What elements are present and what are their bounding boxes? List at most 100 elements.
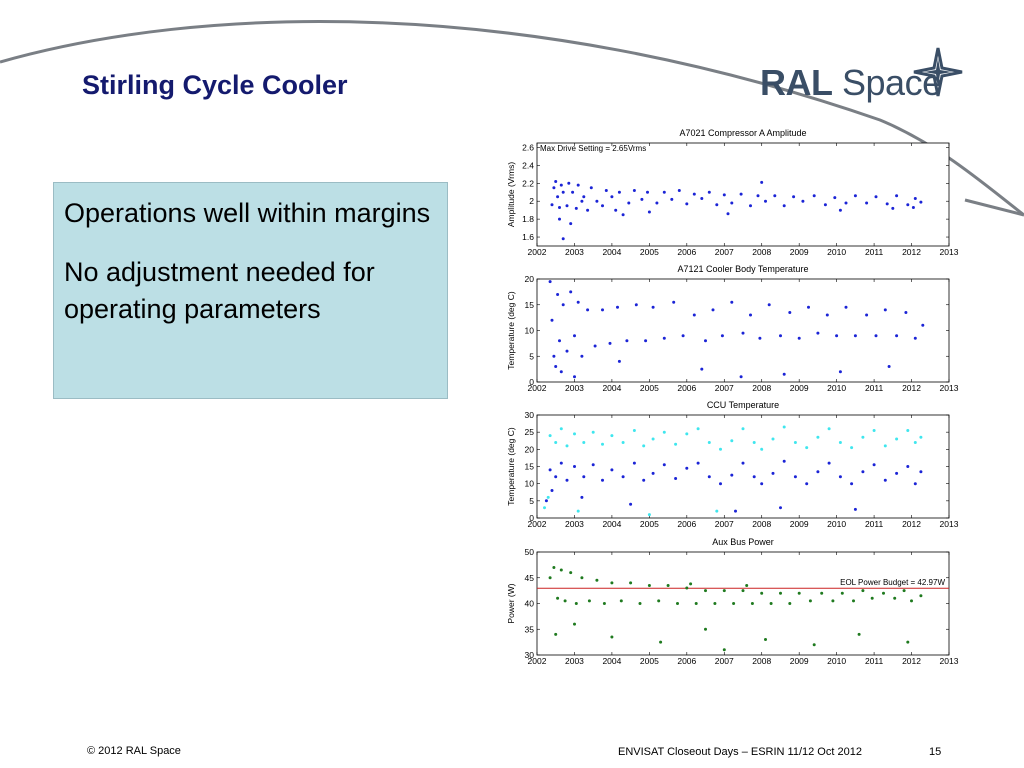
- data-point: [587, 599, 591, 603]
- data-point: [883, 478, 887, 482]
- page-number: 15: [929, 746, 942, 758]
- data-point: [895, 437, 899, 441]
- data-point: [593, 344, 597, 348]
- data-point: [569, 571, 573, 575]
- x-tick-label: 2004: [602, 383, 621, 393]
- chart-annotation: Max Drive Setting = 2.65Vrms: [540, 144, 646, 153]
- y-tick-label: 20: [525, 444, 535, 454]
- data-point: [707, 475, 711, 479]
- data-point: [651, 471, 655, 475]
- data-point: [895, 334, 899, 338]
- x-tick-label: 2010: [827, 656, 846, 666]
- data-point: [792, 195, 796, 199]
- x-tick-label: 2005: [640, 383, 659, 393]
- data-point: [857, 632, 861, 636]
- data-point: [556, 293, 560, 296]
- data-point: [741, 461, 745, 465]
- data-point: [694, 602, 698, 605]
- data-point: [662, 336, 666, 340]
- data-point: [574, 602, 578, 605]
- data-point: [782, 425, 786, 429]
- data-point: [574, 206, 578, 210]
- data-point: [629, 581, 633, 585]
- x-tick-label: 2004: [602, 656, 621, 666]
- data-point: [722, 648, 726, 652]
- data-point: [576, 509, 580, 513]
- data-point: [646, 190, 649, 194]
- data-point: [559, 568, 563, 572]
- data-point: [704, 627, 707, 631]
- data-point: [865, 313, 869, 317]
- data-point: [726, 212, 730, 216]
- chart-title: A7021 Compressor A Amplitude: [679, 128, 806, 138]
- data-point: [674, 442, 678, 446]
- data-point: [750, 602, 754, 605]
- x-tick-label: 2007: [715, 247, 734, 257]
- chart-compressor-amplitude: A7021 Compressor A Amplitude 2002 2003 2004…: [505, 125, 965, 261]
- data-point: [586, 208, 590, 212]
- x-tick-label: 2006: [677, 247, 696, 257]
- slide-title: Stirling Cycle Cooler: [82, 70, 348, 100]
- x-tick-label: 2005: [640, 247, 659, 257]
- data-point: [861, 435, 865, 439]
- x-tick-label: 2011: [865, 656, 884, 666]
- data-point: [872, 429, 876, 432]
- data-point: [647, 584, 651, 587]
- y-tick-label: 10: [525, 326, 535, 336]
- data-point: [619, 599, 623, 603]
- x-tick-label: 2006: [677, 656, 696, 666]
- data-point: [833, 196, 837, 200]
- data-point: [559, 183, 563, 187]
- data-point: [816, 470, 820, 474]
- data-point: [838, 475, 842, 479]
- x-tick-label: 2009: [790, 656, 809, 666]
- summary-textbox: Operations well within margins No adjust…: [53, 182, 448, 399]
- data-point: [865, 201, 869, 205]
- data-point: [793, 475, 797, 479]
- x-tick-label: 2003: [565, 656, 584, 666]
- data-point: [632, 461, 636, 465]
- data-point: [563, 599, 567, 603]
- data-point: [621, 475, 625, 479]
- data-point: [739, 192, 743, 196]
- data-point: [874, 195, 878, 199]
- data-point: [793, 441, 797, 444]
- data-point: [850, 446, 854, 450]
- data-point: [548, 468, 552, 472]
- data-point: [662, 190, 666, 194]
- y-tick-label: 2.6: [522, 142, 534, 152]
- data-point: [895, 194, 899, 198]
- data-point: [895, 471, 899, 475]
- data-point: [601, 308, 604, 312]
- data-point: [580, 354, 584, 358]
- y-axis-label: Temperature (deg C): [506, 427, 516, 506]
- y-axis-label: Amplitude (Vrms): [506, 162, 516, 228]
- data-point: [569, 222, 573, 226]
- footer-event: ENVISAT Closeout Days – ESRIN 11/12 Oct …: [618, 746, 862, 758]
- data-point: [906, 640, 910, 644]
- data-point: [852, 599, 855, 603]
- x-tick-label: 2004: [602, 247, 621, 257]
- y-tick-label: 15: [525, 462, 535, 472]
- data-point: [642, 478, 646, 482]
- data-point: [853, 507, 857, 511]
- footer-copyright: © 2012 RAL Space: [87, 745, 181, 757]
- data-point: [621, 441, 625, 444]
- x-tick-label: 2008: [752, 519, 771, 529]
- x-tick-label: 2010: [827, 383, 846, 393]
- data-point: [764, 638, 767, 641]
- data-point: [730, 473, 734, 477]
- data-point: [782, 459, 786, 463]
- data-point: [559, 370, 563, 374]
- data-point: [827, 461, 831, 465]
- x-tick-label: 2008: [752, 383, 771, 393]
- data-point: [573, 375, 576, 379]
- data-point: [559, 427, 563, 431]
- data-point: [749, 313, 752, 317]
- data-point: [573, 465, 576, 468]
- data-point: [670, 197, 674, 201]
- x-tick-label: 2007: [715, 519, 734, 529]
- data-point: [850, 482, 854, 486]
- y-tick-label: 1.6: [522, 232, 534, 242]
- data-point: [720, 334, 724, 338]
